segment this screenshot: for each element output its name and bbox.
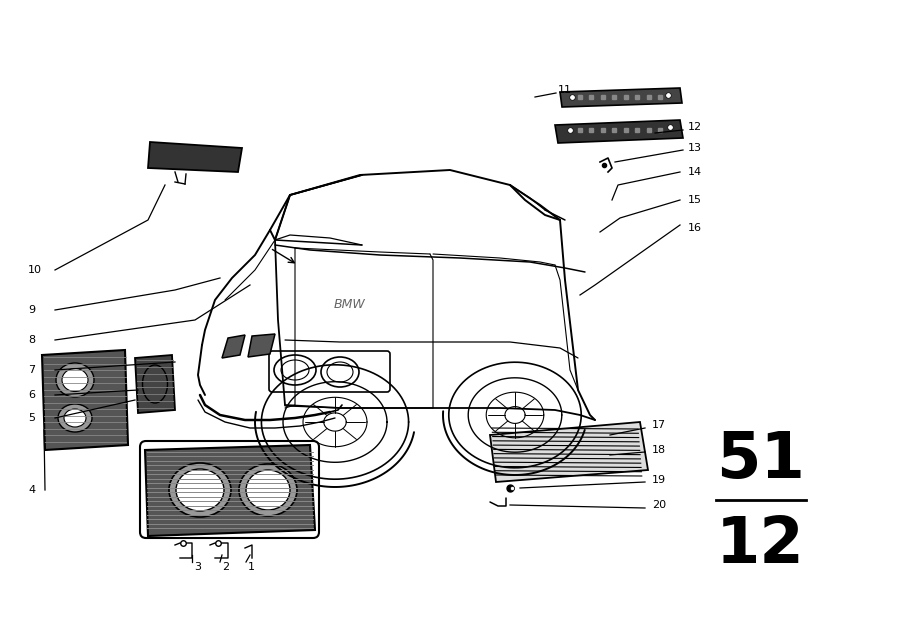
Polygon shape bbox=[135, 355, 175, 413]
Text: 8: 8 bbox=[28, 335, 35, 345]
Text: 5: 5 bbox=[28, 413, 35, 423]
Polygon shape bbox=[555, 120, 683, 143]
Text: 18: 18 bbox=[652, 445, 666, 455]
Text: 10: 10 bbox=[28, 265, 42, 275]
Text: 7: 7 bbox=[28, 365, 35, 375]
Polygon shape bbox=[248, 334, 275, 357]
Polygon shape bbox=[42, 350, 128, 450]
Polygon shape bbox=[490, 422, 648, 482]
Ellipse shape bbox=[169, 463, 231, 517]
Polygon shape bbox=[145, 445, 315, 536]
Text: 1: 1 bbox=[248, 562, 255, 572]
Text: 17: 17 bbox=[652, 420, 666, 430]
Ellipse shape bbox=[246, 470, 290, 510]
Text: 16: 16 bbox=[688, 223, 702, 233]
Ellipse shape bbox=[64, 409, 86, 427]
Text: BMW: BMW bbox=[334, 298, 366, 312]
Polygon shape bbox=[222, 335, 245, 358]
Text: 4: 4 bbox=[28, 485, 35, 495]
Ellipse shape bbox=[176, 469, 224, 511]
Text: 13: 13 bbox=[688, 143, 702, 153]
Polygon shape bbox=[560, 88, 682, 107]
Ellipse shape bbox=[58, 404, 92, 432]
Polygon shape bbox=[148, 142, 242, 172]
Text: 15: 15 bbox=[688, 195, 702, 205]
Text: 6: 6 bbox=[28, 390, 35, 400]
Text: 19: 19 bbox=[652, 475, 666, 485]
Ellipse shape bbox=[56, 363, 94, 397]
Text: 2: 2 bbox=[222, 562, 230, 572]
Text: 9: 9 bbox=[28, 305, 35, 315]
Text: 51: 51 bbox=[716, 429, 805, 491]
Text: 14: 14 bbox=[688, 167, 702, 177]
Text: 12: 12 bbox=[716, 514, 805, 576]
Ellipse shape bbox=[239, 464, 297, 516]
Text: 3: 3 bbox=[194, 562, 201, 572]
Text: 20: 20 bbox=[652, 500, 666, 510]
Text: 12: 12 bbox=[688, 122, 702, 132]
Ellipse shape bbox=[62, 368, 88, 392]
Text: 11: 11 bbox=[558, 85, 572, 95]
